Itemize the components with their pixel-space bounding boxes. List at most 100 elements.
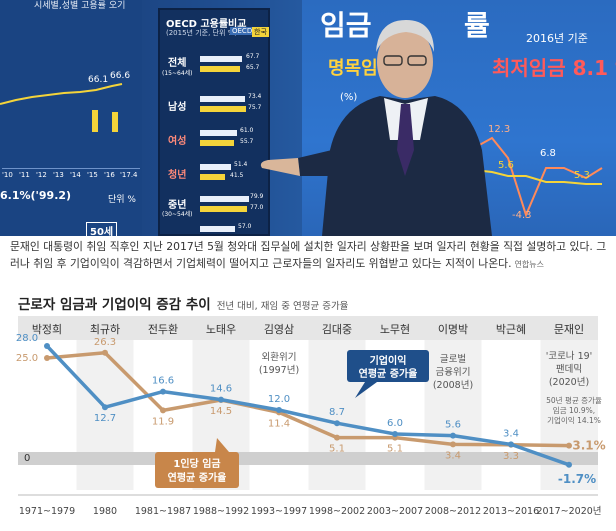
profit-data-label: 6.0: [387, 418, 403, 429]
profit-point: [218, 396, 224, 403]
panel-heading: 시세별,성별 고용률 오기: [34, 1, 126, 11]
panel-unit: (%): [340, 92, 358, 103]
nominal-label: 명목임: [328, 58, 378, 79]
event-annotation: (2008년): [433, 380, 473, 391]
x-tick-label: 2013~2016: [483, 506, 539, 517]
profit-data-label: 12.7: [94, 413, 116, 424]
min-wage-label: 최저임금 8.1 %: [492, 56, 616, 80]
president-label: 문재인: [554, 323, 584, 336]
wage-point: [334, 434, 340, 441]
wage-point: [566, 442, 572, 449]
profit-point: [450, 432, 456, 439]
panel-value: 6.8: [540, 148, 556, 159]
x-tick-label: 1988~1992: [193, 506, 249, 517]
oecd-bar: [200, 130, 237, 136]
panel-value-2: 66.6: [110, 71, 131, 81]
average-note: 50년 평균 증가율: [546, 395, 602, 405]
wage-line-chart: [473, 136, 603, 218]
president-label: 전두환: [148, 323, 178, 336]
president-header-band: [18, 316, 598, 340]
legend-oecd: OECD: [230, 27, 255, 35]
profit-callout-text: 연평균 증가율: [359, 367, 418, 380]
row-label: 여성: [168, 136, 187, 147]
xtick: '15: [87, 171, 98, 179]
xtick: '14: [70, 171, 81, 179]
chart-subtitle: 전년 대비, 재임 중 연평균 증가율: [216, 301, 349, 312]
mini-line-chart: [0, 83, 123, 132]
panel-heading: 임금: [320, 9, 372, 42]
korea-value: 55.7: [240, 138, 254, 145]
x-tick-label: 2017~2020년: [536, 506, 601, 517]
x-tick-label: 1971~1979: [19, 506, 75, 517]
profit-data-label: 8.7: [329, 407, 345, 418]
panel-footer: 6.1%('99.2): [0, 189, 72, 202]
panel-value-1: 66.1: [88, 75, 109, 85]
profit-callout-text: 기업이익: [370, 354, 407, 367]
korea-bar: [200, 174, 225, 180]
xtick: '16: [104, 171, 115, 179]
panel-subheading: (2015년 기준, 단위 %): [166, 29, 238, 37]
wage-callout-text: 연평균 증가율: [168, 471, 227, 484]
xtick: '12: [36, 171, 47, 179]
zero-label: 0: [24, 453, 30, 464]
row-label: 전체: [168, 58, 187, 69]
x-tick-label: 2003~2007: [367, 506, 423, 517]
wage-data-label: 11.9: [152, 416, 174, 427]
profit-point: [392, 431, 398, 437]
caption-source: 연합뉴스: [514, 260, 544, 269]
chart-header: 근로자 임금과 기업이익 증감 추이 전년 대비, 재임 중 연평균 증가율: [18, 293, 348, 313]
profit-point: [508, 441, 514, 448]
news-photo: 시세별,성별 고용률 오기 66.1 66.6 '10 '11 '12 '13 …: [0, 0, 616, 236]
wage-data-label: 25.0: [16, 353, 38, 364]
profit-point: [566, 461, 572, 468]
event-annotation: 글로벌: [440, 354, 466, 365]
profit-data-label: 16.6: [152, 376, 174, 387]
event-annotation: 외환위기: [262, 351, 297, 363]
profit-data-label: -1.7%: [558, 472, 596, 486]
president-label: 최규하: [90, 322, 120, 336]
event-annotation: 금융위기: [436, 366, 471, 378]
wage-series-line: [46, 351, 570, 448]
panel-value: 5.3: [574, 170, 590, 181]
profit-data-label: 12.0: [268, 394, 290, 405]
korea-bar: [200, 66, 240, 72]
korea-bar: [200, 206, 247, 212]
panel-unit: 단위 %: [108, 195, 136, 205]
photo-caption: 문재인 대통령이 취임 직후인 지난 2017년 5월 청와대 집무실에 설치한…: [10, 238, 610, 273]
average-note: 임금 10.9%,: [553, 406, 595, 415]
panel-heading-tail: 률: [464, 9, 490, 42]
wage-data-label: 3.4: [445, 450, 461, 461]
president-label: 노무현: [380, 323, 410, 336]
profit-point: [44, 343, 50, 349]
x-tick-label: 1998~2002: [309, 506, 365, 517]
wage-point: [102, 349, 108, 356]
profit-point: [276, 407, 282, 413]
wage-point: [160, 407, 166, 414]
oecd-bar: [200, 96, 245, 102]
event-annotation: 팬데믹: [556, 363, 582, 375]
oecd-value: 57.0: [238, 223, 252, 230]
chart-title: 근로자 임금과 기업이익 증감 추이: [18, 297, 211, 313]
oecd-value: 73.4: [248, 93, 262, 100]
profit-point: [334, 420, 340, 427]
profit-callout-pointer: [355, 382, 377, 398]
wage-point: [44, 355, 50, 361]
oecd-value: 67.7: [246, 53, 260, 60]
profit-data-label: 14.6: [210, 384, 232, 395]
profit-series-line: [45, 344, 570, 467]
president-label: 박근혜: [496, 323, 526, 336]
oecd-value: 79.9: [250, 193, 264, 200]
oecd-bar: [200, 226, 235, 232]
wage-data-label: 5.1: [387, 444, 403, 455]
korea-bar: [200, 140, 234, 146]
korea-value: 77.0: [250, 204, 264, 211]
row-label: 중년: [168, 200, 187, 211]
xtick: '13: [53, 171, 64, 179]
wage-data-label: 3.3: [503, 451, 519, 462]
panel-heading: OECD 고용률비교: [166, 19, 247, 30]
photo-oecd-panel: OECD 고용률비교 (2015년 기준, 단위 %) OECD 한국 전체 (…: [158, 8, 270, 236]
wage-data-label: 5.1: [329, 444, 345, 455]
average-note: 기업이익 14.1%: [547, 415, 601, 425]
panel-value: 5.6: [498, 160, 514, 171]
row-sublabel: (15~64세): [162, 70, 193, 77]
